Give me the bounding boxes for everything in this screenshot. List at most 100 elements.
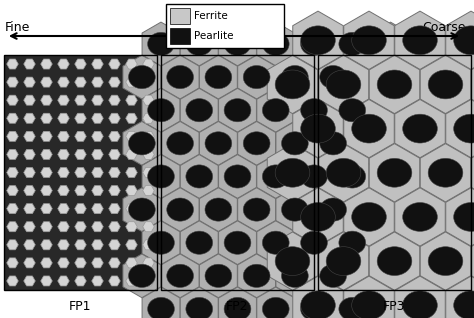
Polygon shape: [109, 149, 120, 159]
Ellipse shape: [147, 297, 174, 318]
Ellipse shape: [224, 297, 251, 318]
Polygon shape: [75, 258, 86, 268]
Polygon shape: [7, 95, 18, 105]
Ellipse shape: [167, 198, 193, 221]
Polygon shape: [24, 149, 35, 159]
Polygon shape: [276, 55, 314, 99]
Ellipse shape: [454, 291, 474, 318]
Polygon shape: [318, 144, 369, 202]
Ellipse shape: [339, 32, 365, 56]
Ellipse shape: [301, 32, 328, 56]
Ellipse shape: [301, 99, 328, 122]
Polygon shape: [75, 222, 86, 232]
Ellipse shape: [147, 165, 174, 188]
Ellipse shape: [224, 165, 251, 188]
Ellipse shape: [147, 32, 174, 56]
Ellipse shape: [243, 198, 270, 221]
Polygon shape: [41, 59, 52, 69]
Polygon shape: [109, 77, 120, 87]
Polygon shape: [75, 131, 86, 142]
Text: Coarse: Coarse: [422, 21, 466, 34]
Polygon shape: [126, 240, 137, 250]
Ellipse shape: [186, 32, 213, 56]
Polygon shape: [142, 88, 180, 132]
Polygon shape: [372, 287, 410, 318]
Polygon shape: [92, 59, 103, 69]
Bar: [166, 4, 284, 48]
Polygon shape: [471, 144, 474, 202]
Polygon shape: [92, 204, 103, 214]
Polygon shape: [318, 232, 369, 290]
Polygon shape: [75, 276, 86, 286]
Polygon shape: [75, 186, 86, 196]
Ellipse shape: [326, 70, 361, 99]
Ellipse shape: [167, 66, 193, 89]
Polygon shape: [395, 276, 445, 318]
Polygon shape: [58, 276, 69, 286]
Ellipse shape: [301, 26, 335, 55]
Polygon shape: [180, 88, 218, 132]
Ellipse shape: [275, 70, 310, 99]
Ellipse shape: [301, 114, 335, 143]
Ellipse shape: [428, 70, 463, 99]
Polygon shape: [7, 168, 18, 177]
Ellipse shape: [275, 247, 310, 275]
Polygon shape: [126, 113, 137, 123]
Polygon shape: [109, 113, 120, 123]
Polygon shape: [58, 168, 69, 177]
Polygon shape: [58, 59, 69, 69]
Polygon shape: [446, 100, 474, 158]
Polygon shape: [293, 188, 343, 246]
Ellipse shape: [282, 132, 308, 155]
Ellipse shape: [263, 297, 289, 318]
Polygon shape: [257, 155, 295, 198]
Polygon shape: [142, 155, 180, 198]
Polygon shape: [295, 287, 333, 318]
Text: Pearlite: Pearlite: [194, 31, 234, 41]
Polygon shape: [471, 232, 474, 290]
Ellipse shape: [205, 264, 232, 287]
Polygon shape: [314, 188, 352, 232]
Polygon shape: [75, 240, 86, 250]
Polygon shape: [333, 88, 371, 132]
Polygon shape: [333, 287, 371, 318]
Ellipse shape: [377, 158, 412, 187]
Polygon shape: [219, 287, 256, 318]
Polygon shape: [295, 221, 333, 265]
Ellipse shape: [301, 291, 335, 318]
Polygon shape: [75, 149, 86, 159]
Bar: [4, 55, 157, 290]
Polygon shape: [75, 95, 86, 105]
Polygon shape: [161, 55, 199, 99]
Polygon shape: [92, 77, 103, 87]
Polygon shape: [267, 144, 318, 202]
Ellipse shape: [167, 132, 193, 155]
Ellipse shape: [205, 198, 232, 221]
Ellipse shape: [320, 66, 346, 89]
Ellipse shape: [186, 231, 213, 254]
Polygon shape: [24, 131, 35, 142]
Ellipse shape: [186, 99, 213, 122]
Polygon shape: [143, 240, 154, 250]
Polygon shape: [41, 131, 52, 142]
Bar: [170, 28, 190, 44]
Polygon shape: [7, 77, 18, 87]
Ellipse shape: [275, 158, 310, 187]
Ellipse shape: [128, 66, 155, 89]
Polygon shape: [109, 240, 120, 250]
Bar: [161, 55, 314, 290]
Polygon shape: [58, 204, 69, 214]
Ellipse shape: [352, 114, 386, 143]
Polygon shape: [7, 113, 18, 123]
Polygon shape: [295, 22, 333, 66]
Polygon shape: [109, 168, 120, 177]
Bar: [318, 55, 471, 290]
Polygon shape: [276, 188, 314, 232]
Polygon shape: [126, 258, 137, 268]
Polygon shape: [295, 88, 333, 132]
Polygon shape: [24, 186, 35, 196]
Ellipse shape: [128, 198, 155, 221]
Ellipse shape: [377, 247, 412, 275]
Polygon shape: [293, 276, 343, 318]
Polygon shape: [58, 95, 69, 105]
